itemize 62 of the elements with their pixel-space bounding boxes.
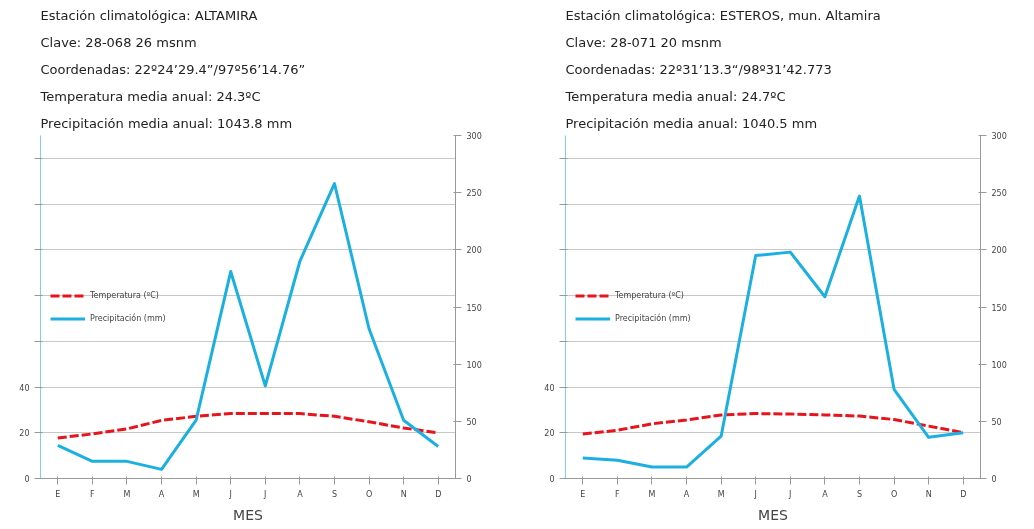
- x-tick-label: E: [55, 489, 61, 499]
- y2-tick-label: 0: [991, 475, 997, 484]
- x-tick-label: A: [297, 489, 304, 499]
- text: Coordenadas: 22º31’13.3“/98º31’42.773: [565, 61, 832, 77]
- legend-label: Precipitación (mm): [90, 313, 166, 323]
- x-tick-label: M: [123, 489, 131, 499]
- x-tick-label: S: [856, 489, 862, 499]
- x-tick-label: M: [717, 489, 725, 499]
- x-tick-label: N: [400, 489, 407, 499]
- legend-label: Temperatura (ºC): [90, 290, 159, 300]
- x-tick-label: M: [192, 489, 200, 499]
- y2-tick-label: 200: [991, 246, 1007, 256]
- text: Precipitación media anual: 1043.8 mm: [40, 115, 293, 131]
- y2-tick-label: 200: [466, 246, 482, 256]
- x-tick-label: D: [960, 489, 967, 499]
- x-tick-label: F: [90, 489, 96, 499]
- x-tick-label: A: [683, 489, 690, 499]
- text: Clave: 28-071 20 msnm: [565, 34, 722, 50]
- legend-label: Temperatura (ºC): [615, 290, 684, 300]
- chart-title: Estación climatológica: ESTEROS, mun. Altamira: [565, 7, 881, 23]
- x-tick-label: A: [822, 489, 829, 499]
- x-tick-label: D: [435, 489, 442, 499]
- x-tick-label: J: [228, 489, 232, 499]
- y2-tick-label: 300: [991, 132, 1007, 141]
- y2-tick-label: 0: [466, 475, 472, 484]
- y-tick-label: 0: [24, 475, 30, 484]
- x-tick-label: M: [648, 489, 656, 499]
- line-series: [56, 182, 440, 471]
- y2-tick-label: 300: [466, 132, 482, 141]
- y2-tick-label: 150: [466, 303, 482, 313]
- x-tick-label: J: [263, 489, 267, 499]
- x-tick-label: E: [580, 489, 586, 499]
- y-tick-label: 40: [19, 383, 30, 393]
- y-tick-label: 40: [544, 383, 555, 393]
- line-series: [581, 194, 965, 469]
- x-axis-title: MES: [233, 506, 264, 523]
- x-tick-label: O: [890, 489, 898, 499]
- y2-tick-label: 100: [991, 360, 1007, 370]
- y2-tick-label: 250: [991, 189, 1007, 199]
- y2-tick-label: 50: [466, 417, 477, 427]
- text: Temperatura media anual: 24.7ºC: [564, 88, 786, 104]
- x-tick-label: A: [158, 489, 165, 499]
- y-tick-label: 20: [544, 429, 555, 439]
- x-tick-label: N: [925, 489, 932, 499]
- text: Precipitación media anual: 1040.5 mm: [565, 115, 818, 131]
- text: Coordenadas: 22º24’29.4”/97º56’14.76”: [40, 61, 306, 77]
- x-tick-label: F: [615, 489, 621, 499]
- y2-tick-label: 100: [466, 360, 482, 370]
- legend-label: Precipitación (mm): [615, 313, 691, 323]
- y2-tick-label: 150: [991, 303, 1007, 313]
- x-tick-label: S: [331, 489, 337, 499]
- y-tick-label: 0: [549, 475, 555, 484]
- text: Clave: 28-068 26 msnm: [40, 34, 197, 50]
- y2-tick-label: 50: [991, 417, 1002, 427]
- y2-tick-label: 250: [466, 189, 482, 199]
- y-tick-label: 20: [19, 429, 30, 439]
- x-tick-label: J: [753, 489, 757, 499]
- text: Temperatura media anual: 24.3ºC: [39, 88, 261, 104]
- x-axis-title: MES: [758, 506, 789, 523]
- x-tick-label: O: [365, 489, 373, 499]
- chart-title: Estación climatológica: ALTAMIRA: [40, 7, 258, 23]
- x-tick-label: J: [788, 489, 792, 499]
